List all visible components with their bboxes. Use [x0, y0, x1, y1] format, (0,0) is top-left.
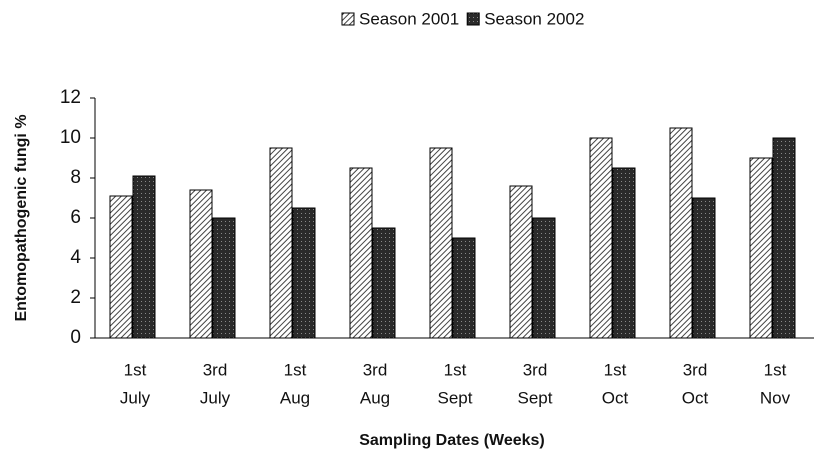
- x-tick-label: Aug: [360, 388, 390, 407]
- y-tick-label: 6: [70, 207, 81, 228]
- bar: [429, 147, 453, 339]
- y-tick-label: 0: [70, 327, 81, 348]
- y-tick-label: 10: [60, 127, 81, 148]
- bar: [772, 137, 796, 339]
- bar: [749, 157, 773, 339]
- bar: [349, 167, 373, 339]
- x-tick-label: 3rd: [523, 360, 548, 379]
- bar: [372, 227, 396, 339]
- x-tick-label: 1st: [284, 360, 307, 379]
- y-tick-label: 12: [60, 87, 81, 108]
- y-axis-label: Entomopathogenic fungi %: [13, 114, 30, 321]
- bar: [452, 237, 476, 339]
- legend-label: Season 2002: [484, 9, 584, 28]
- bar: [212, 217, 236, 339]
- x-tick-label: Sept: [438, 388, 473, 407]
- x-tick-label: 1st: [124, 360, 147, 379]
- legend-label: Season 2001: [359, 9, 459, 28]
- legend-swatch: [466, 12, 480, 26]
- x-tick-label: 1st: [604, 360, 627, 379]
- x-tick-label: Aug: [280, 388, 310, 407]
- x-tick-label: 3rd: [203, 360, 228, 379]
- x-axis-label: Sampling Dates (Weeks): [359, 432, 545, 449]
- x-tick-label: July: [200, 388, 231, 407]
- x-tick-label: 1st: [444, 360, 467, 379]
- bar: [509, 185, 533, 339]
- bar: [292, 207, 316, 339]
- bar: [692, 197, 716, 339]
- x-tick-label: July: [120, 388, 151, 407]
- x-tick-label: Oct: [602, 388, 629, 407]
- x-tick-label: 3rd: [683, 360, 708, 379]
- y-tick-label: 8: [70, 167, 81, 188]
- x-tick-label: 3rd: [363, 360, 388, 379]
- x-tick-label: 1st: [764, 360, 787, 379]
- bar: [189, 189, 213, 339]
- y-tick-label: 2: [70, 287, 81, 308]
- bar: [612, 167, 636, 339]
- x-tick-label: Sept: [518, 388, 553, 407]
- x-tick-label: Nov: [760, 388, 791, 407]
- bar: [269, 147, 293, 339]
- y-tick-label: 4: [70, 247, 81, 268]
- legend-swatch: [341, 12, 355, 26]
- bar: [532, 217, 556, 339]
- bar: [109, 195, 133, 339]
- bar: [132, 175, 156, 339]
- x-tick-label: Oct: [682, 388, 709, 407]
- bar: [589, 137, 613, 339]
- bar: [669, 127, 693, 339]
